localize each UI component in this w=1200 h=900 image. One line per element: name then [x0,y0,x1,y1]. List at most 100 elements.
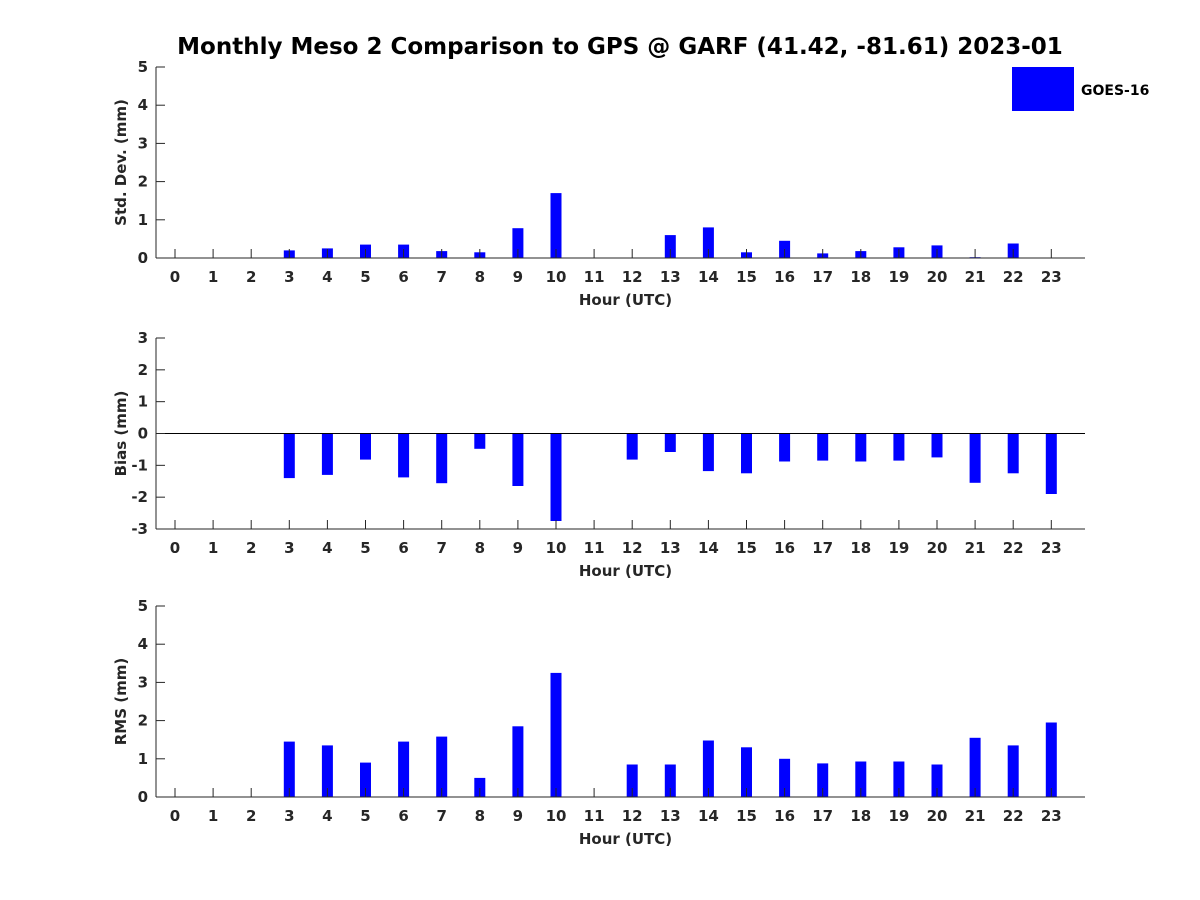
y-tick-label: 0 [138,425,148,443]
y-tick-label: 3 [138,134,148,152]
x-tick-label: 21 [965,807,986,825]
x-tick-label: 13 [660,268,681,286]
bar-bias-hour-7 [436,433,448,484]
x-tick-label: 23 [1041,268,1062,286]
x-tick-label: 21 [965,268,986,286]
bar-bias-hour-20 [931,433,943,458]
x-tick-label: 3 [284,268,294,286]
bar-bias-hour-19 [893,433,905,461]
x-tick-label: 22 [1003,539,1024,557]
x-tick-label: 3 [284,539,294,557]
y-tick-label: 4 [138,96,148,114]
x-tick-label: 14 [698,539,719,557]
bar-bias-hour-18 [855,433,867,462]
y-tick-label: 1 [138,211,148,229]
bar-bias-hour-21 [969,433,981,483]
x-tick-label: 10 [546,807,567,825]
x-tick-label: 7 [436,807,446,825]
y-tick-label: 5 [138,58,148,76]
y-tick-label: 1 [138,750,148,768]
x-tick-label: 4 [322,807,332,825]
x-tick-label: 12 [622,539,643,557]
x-tick-label: 12 [622,268,643,286]
bar-bias-hour-8 [474,433,486,449]
bar-bias-hour-3 [283,433,295,479]
x-axis-label: Hour (UTC) [579,291,672,309]
x-tick-label: 8 [475,807,485,825]
x-tick-label: 1 [208,539,218,557]
y-tick-label: -3 [131,520,148,538]
x-tick-label: 21 [965,539,986,557]
bar-rms-hour-14 [702,740,714,797]
bar-rms-hour-10 [550,672,562,797]
y-axis-label: Std. Dev. (mm) [112,99,130,226]
x-tick-label: 16 [774,807,795,825]
bar-bias-hour-13 [664,433,676,452]
bar-rms-hour-20 [931,764,943,797]
bar-rms-hour-4 [321,745,333,797]
x-tick-label: 16 [774,268,795,286]
x-tick-label: 9 [513,268,523,286]
x-tick-label: 15 [736,539,757,557]
x-tick-label: 2 [246,268,256,286]
x-tick-label: 18 [850,539,871,557]
bar-bias-hour-15 [741,433,752,474]
bar-rms-hour-9 [512,726,524,797]
bar-rms-hour-7 [436,736,448,797]
bar-std-dev-hour-9 [512,228,524,258]
y-tick-label: 2 [138,712,148,730]
bar-bias-hour-16 [779,433,791,462]
x-tick-label: 7 [436,268,446,286]
x-tick-label: 20 [927,807,948,825]
bar-bias-hour-14 [702,433,714,472]
x-tick-label: 1 [208,807,218,825]
x-tick-label: 4 [322,539,332,557]
bar-bias-hour-23 [1045,433,1057,494]
y-tick-label: 4 [138,635,148,653]
bar-rms-hour-17 [817,763,829,797]
x-tick-label: 22 [1003,807,1024,825]
x-tick-label: 22 [1003,268,1024,286]
y-tick-label: 1 [138,393,148,411]
x-tick-label: 10 [546,268,567,286]
x-tick-label: 16 [774,539,795,557]
bar-rms-hour-16 [779,758,791,797]
x-tick-label: 2 [246,807,256,825]
x-tick-label: 1 [208,268,218,286]
x-tick-label: 17 [812,539,833,557]
bar-std-dev-hour-14 [702,227,714,258]
bar-rms-hour-23 [1045,722,1057,797]
bar-bias-hour-22 [1007,433,1019,474]
x-tick-label: 13 [660,807,681,825]
x-tick-label: 19 [888,268,909,286]
bar-rms-hour-22 [1007,745,1019,797]
chart-title: Monthly Meso 2 Comparison to GPS @ GARF … [177,34,1063,60]
x-tick-label: 23 [1041,539,1062,557]
bar-rms-hour-5 [360,762,371,797]
x-tick-label: 20 [927,268,948,286]
x-tick-label: 11 [584,268,605,286]
bar-std-dev-hour-13 [664,235,676,258]
x-tick-label: 5 [360,539,370,557]
y-tick-label: 2 [138,173,148,191]
y-tick-label: 0 [138,249,148,267]
x-tick-label: 7 [436,539,446,557]
bar-rms-hour-8 [474,777,486,797]
x-tick-label: 17 [812,268,833,286]
x-tick-label: 10 [546,539,567,557]
bar-bias-hour-6 [398,433,410,478]
bar-rms-hour-13 [664,764,676,797]
x-tick-label: 5 [360,268,370,286]
bar-std-dev-hour-10 [550,193,562,258]
bar-rms-hour-19 [893,761,905,797]
x-tick-label: 15 [736,807,757,825]
x-tick-label: 17 [812,807,833,825]
y-tick-label: -2 [131,488,148,506]
x-axis-label: Hour (UTC) [579,830,672,848]
y-tick-label: 2 [138,361,148,379]
x-tick-label: 6 [398,807,408,825]
y-tick-label: 0 [138,788,148,806]
